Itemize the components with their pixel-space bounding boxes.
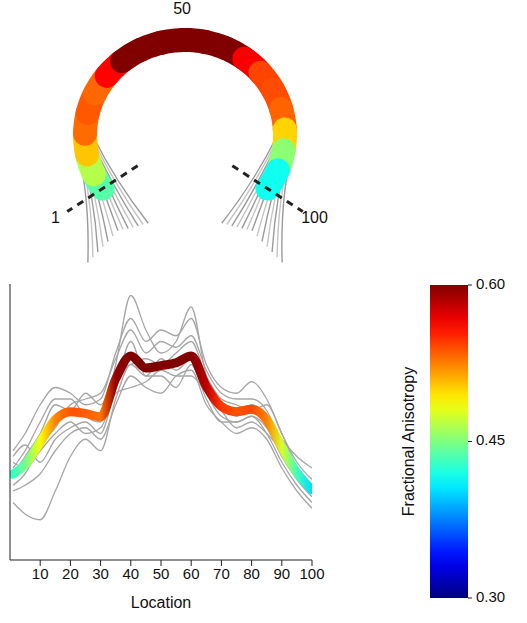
svg-text:50: 50 [173, 0, 191, 17]
svg-text:Location: Location [131, 594, 192, 610]
svg-text:80: 80 [243, 565, 260, 582]
svg-text:1: 1 [51, 209, 60, 226]
svg-text:70: 70 [213, 565, 230, 582]
svg-text:0.30: 0.30 [476, 588, 505, 605]
svg-text:40: 40 [122, 565, 139, 582]
svg-text:Fractional Anisotropy: Fractional Anisotropy [400, 367, 417, 516]
svg-text:0.60: 0.60 [476, 275, 505, 292]
svg-text:50: 50 [153, 565, 170, 582]
svg-text:20: 20 [62, 565, 79, 582]
svg-text:100: 100 [301, 209, 328, 226]
svg-text:100: 100 [299, 565, 324, 582]
svg-text:10: 10 [32, 565, 49, 582]
svg-text:0.45: 0.45 [476, 431, 505, 448]
svg-text:60: 60 [183, 565, 200, 582]
svg-text:90: 90 [273, 565, 290, 582]
svg-text:30: 30 [92, 565, 109, 582]
